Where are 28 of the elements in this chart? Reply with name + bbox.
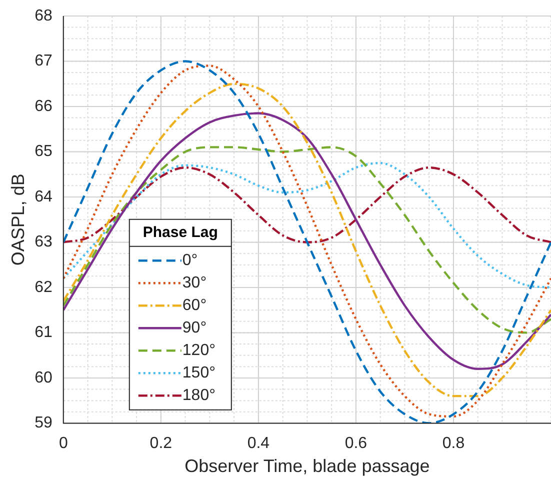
y-tick-label: 68	[34, 7, 52, 24]
y-tick-label: 63	[34, 234, 52, 251]
x-tick-label: 0	[58, 435, 68, 452]
x-tick-label: 0.6	[344, 435, 368, 452]
x-tick-label: 0.2	[150, 435, 172, 452]
y-tick-label: 66	[34, 98, 52, 115]
y-axis-title: OASPL, dB	[8, 174, 28, 266]
y-tick-label: 67	[34, 52, 52, 70]
y-tick-label: 61	[34, 324, 52, 342]
y-tick-label: 60	[34, 369, 52, 386]
y-tick-label: 59	[34, 414, 52, 432]
y-tick-label: 65	[34, 143, 52, 160]
legend-label: 150°	[182, 364, 216, 382]
y-tick-label: 64	[34, 188, 52, 206]
legend-label: 30°	[182, 274, 207, 292]
legend-label: 60°	[182, 297, 207, 314]
legend-label: 0°	[182, 252, 198, 270]
x-axis-title: Observer Time, blade passage	[184, 456, 430, 476]
legend-label: 180°	[182, 387, 216, 404]
legend-title: Phase Lag	[142, 224, 218, 241]
legend-label: 120°	[182, 342, 216, 360]
line-series	[63, 166, 551, 244]
x-tick-label: 0.4	[247, 435, 270, 452]
x-tick-label: 0.8	[442, 435, 465, 452]
y-tick-label: 62	[34, 278, 52, 296]
line-series	[63, 146, 551, 334]
legend-label: 90°	[182, 320, 207, 337]
line-series	[63, 162, 551, 289]
